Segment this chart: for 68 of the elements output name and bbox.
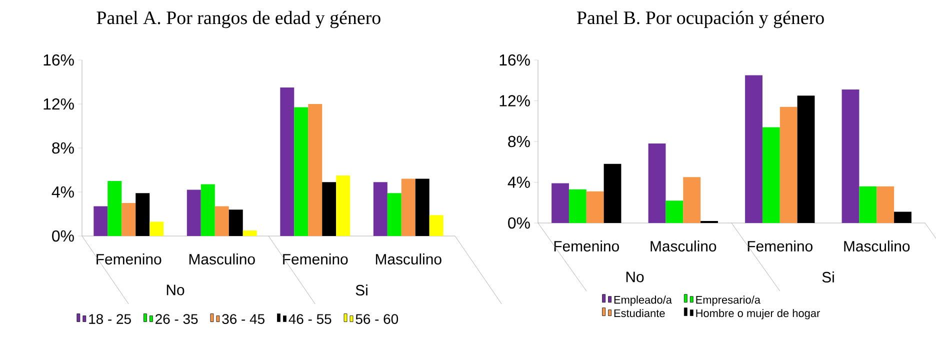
legend-label: Estudiante <box>614 309 665 318</box>
bar <box>108 181 122 236</box>
bar <box>842 90 860 223</box>
bar <box>683 177 701 223</box>
bar <box>322 182 336 236</box>
text: Si <box>822 272 834 282</box>
bar <box>228 210 243 236</box>
bar <box>122 203 136 236</box>
bar <box>552 183 569 223</box>
bar <box>415 178 430 236</box>
bar <box>586 191 604 223</box>
text: No <box>626 272 644 282</box>
bar <box>308 104 322 236</box>
bar <box>745 75 762 223</box>
x-tick-label: Masculino <box>650 240 716 252</box>
x-tick-label: Masculino <box>189 254 255 264</box>
bar <box>401 178 416 236</box>
legend-label: 18 - 25 <box>89 314 131 324</box>
x-tick-label: Masculino <box>844 240 910 252</box>
legend-label: 36 - 45 <box>222 314 264 324</box>
y-tick-label: 4% <box>508 176 530 188</box>
bar <box>568 189 586 223</box>
bar <box>780 106 798 223</box>
legend-label: 46 - 55 <box>288 314 332 324</box>
y-tick-label: 0% <box>508 217 530 229</box>
bar <box>94 206 108 236</box>
y-tick-label: 12% <box>500 95 530 106</box>
bar <box>214 206 229 236</box>
bar <box>136 193 150 236</box>
y-tick-label: 4% <box>52 186 74 198</box>
chart-title: Panel A. Por rangos de edad y género <box>96 10 380 28</box>
bar <box>280 88 294 236</box>
x-tick-label: Femenino <box>554 240 619 252</box>
bar <box>762 127 780 223</box>
y-tick-label: 0% <box>52 230 74 242</box>
text: Si <box>356 284 368 296</box>
bar <box>186 190 201 236</box>
bar <box>429 215 444 236</box>
bar <box>336 176 350 236</box>
legend-label: Hombre o mujer de hogar <box>696 309 820 320</box>
bar <box>604 164 622 223</box>
y-tick-label: 12% <box>44 98 74 110</box>
bar <box>797 96 815 223</box>
bar <box>387 193 402 236</box>
bar <box>859 186 877 223</box>
y-tick-label: 16% <box>500 54 530 66</box>
text: No <box>166 284 184 296</box>
y-tick-label: 8% <box>52 142 74 154</box>
bar <box>150 222 164 236</box>
bar <box>294 107 308 236</box>
x-tick-label: Masculino <box>376 254 442 264</box>
chart-title: Panel B. Por ocupación y género <box>577 10 824 28</box>
bar <box>876 186 894 223</box>
bar <box>894 212 912 223</box>
legend-label: Empleado/a <box>614 296 672 306</box>
bar <box>648 144 666 223</box>
x-tick-label: Femenino <box>283 254 348 264</box>
bar <box>242 230 257 236</box>
legend-label: 56 - 60 <box>356 314 398 324</box>
bar <box>666 200 684 223</box>
bar <box>373 182 388 236</box>
bar <box>200 184 215 236</box>
y-tick-label: 16% <box>44 54 74 66</box>
x-tick-label: Femenino <box>96 254 162 264</box>
legend-label: Empresario/a <box>696 296 760 306</box>
x-tick-label: Femenino <box>748 240 812 252</box>
legend-label: 26 - 35 <box>156 314 198 324</box>
y-tick-label: 8% <box>508 136 530 148</box>
